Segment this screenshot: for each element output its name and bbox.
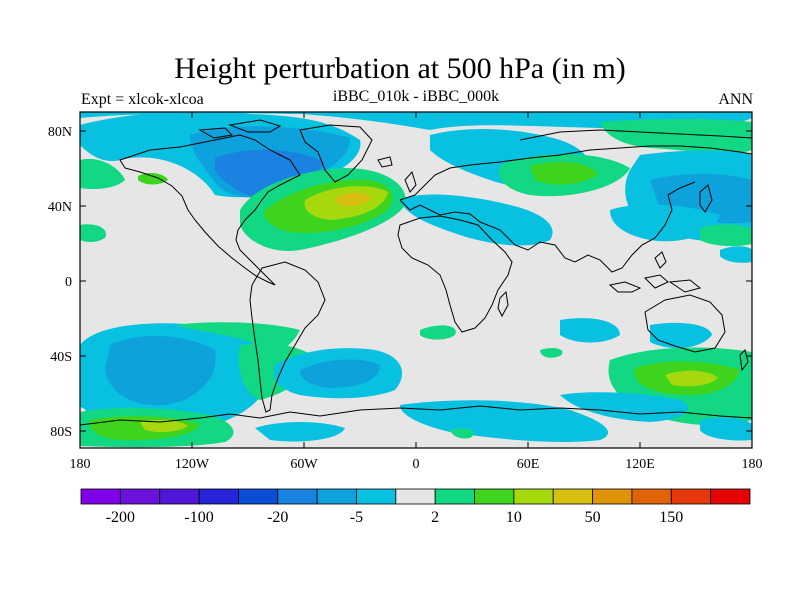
lon-tick-label: 60W [290, 457, 318, 472]
colorbar-swatch [238, 488, 279, 505]
colorbar [80, 488, 751, 505]
season-label: ANN [718, 91, 753, 108]
colorbar-swatch [80, 488, 121, 505]
colorbar-label: 50 [585, 509, 601, 526]
lat-tick-label: 80S [50, 425, 72, 440]
lat-tick-label: 40N [48, 200, 72, 215]
colorbar-label: 2 [431, 509, 439, 526]
lat-tick-label: 0 [65, 275, 72, 290]
colorbar-swatch [277, 488, 318, 505]
colorbar-swatch [434, 488, 475, 505]
colorbar-swatch [631, 488, 672, 505]
colorbar-swatch [552, 488, 593, 505]
lon-tick-label: 120W [175, 457, 210, 472]
colorbar-swatch [670, 488, 712, 505]
case-difference-label: iBBC_010k - iBBC_000k [332, 88, 500, 105]
lat-tick-label: 40S [50, 350, 72, 365]
longitude-axis: 180 120W 60W 0 60E 120E 180 [70, 112, 763, 472]
colorbar-label: -5 [350, 509, 363, 526]
colorbar-swatch [592, 488, 633, 505]
colorbar-swatch [159, 488, 200, 505]
colorbar-label: -200 [106, 509, 135, 526]
colorbar-swatch [356, 488, 397, 505]
colorbar-swatch [316, 488, 357, 505]
plot-title: Height perturbation at 500 hPa (in m) [174, 52, 626, 85]
colorbar-label: -100 [184, 509, 213, 526]
colorbar-swatch [119, 488, 161, 505]
lon-tick-label: 180 [70, 457, 91, 472]
latitude-axis: 80N 40N 0 40S 80S [48, 125, 752, 440]
lon-tick-label: 0 [413, 457, 420, 472]
colorbar-label: 10 [506, 509, 522, 526]
lon-tick-label: 180 [742, 457, 763, 472]
lon-tick-label: 60E [517, 457, 540, 472]
lat-tick-label: 80N [48, 125, 72, 140]
colorbar-swatch [710, 488, 751, 505]
height-perturbation-field [80, 112, 752, 448]
colorbar-label: 150 [659, 509, 683, 526]
colorbar-swatch [395, 488, 436, 505]
experiment-label: Expt = xlcok-xlcoa [81, 91, 204, 108]
coastlines [80, 119, 752, 426]
colorbar-swatch [513, 488, 554, 505]
colorbar-label: -20 [267, 509, 288, 526]
colorbar-labels: -200 -100 -20 -5 2 10 50 150 [106, 509, 684, 526]
colorbar-swatch [198, 488, 239, 505]
lon-tick-label: 120E [625, 457, 655, 472]
colorbar-swatch [474, 488, 515, 505]
